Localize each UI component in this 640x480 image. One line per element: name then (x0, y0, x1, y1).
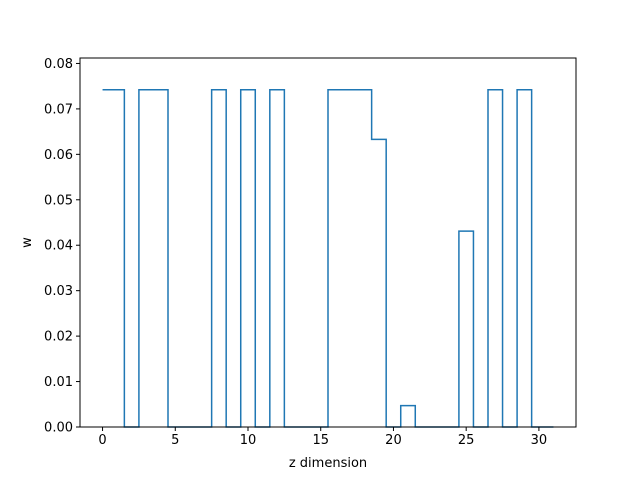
y-tick-label: 0.05 (44, 193, 73, 208)
x-tick-label: 0 (98, 433, 106, 448)
y-tick-label: 0.04 (44, 239, 73, 254)
y-axis-ticks: 0.00 0.01 0.02 0.03 0.04 0.05 0.06 0.07 0.08 (44, 57, 80, 436)
y-axis-label: w (20, 237, 35, 248)
x-tick-label: 20 (385, 433, 402, 448)
x-tick-label: 15 (312, 433, 329, 448)
x-tick-label: 10 (240, 433, 257, 448)
y-tick-label: 0.00 (44, 421, 73, 436)
y-tick-label: 0.08 (44, 57, 73, 72)
y-tick-label: 0.07 (44, 102, 73, 117)
x-tick-label: 5 (171, 433, 179, 448)
x-axis-ticks: 0 5 10 15 20 25 30 (98, 427, 547, 448)
x-axis-label: z dimension (289, 456, 367, 471)
y-tick-label: 0.02 (44, 330, 73, 345)
x-tick-label: 30 (531, 433, 548, 448)
y-tick-label: 0.03 (44, 284, 73, 299)
y-tick-label: 0.06 (44, 148, 73, 163)
axes-frame (79, 57, 577, 428)
y-tick-label: 0.01 (44, 375, 73, 390)
x-tick-label: 25 (458, 433, 475, 448)
